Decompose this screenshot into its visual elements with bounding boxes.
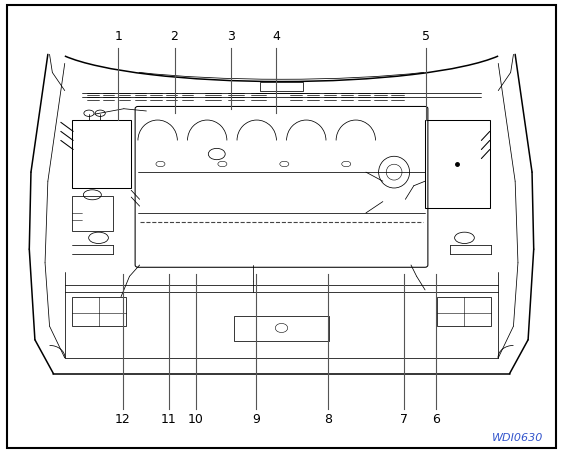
Text: 10: 10: [188, 413, 204, 425]
Bar: [425, 120, 490, 208]
Text: 3: 3: [227, 30, 235, 43]
Text: 8: 8: [324, 413, 332, 425]
Text: 9: 9: [252, 413, 260, 425]
Bar: [234, 316, 329, 341]
Text: 11: 11: [161, 413, 177, 425]
Text: 12: 12: [115, 413, 131, 425]
Text: 6: 6: [432, 413, 440, 425]
Text: WDI0630: WDI0630: [492, 433, 543, 443]
Text: 2: 2: [171, 30, 178, 43]
Text: 1: 1: [114, 30, 122, 43]
Bar: [72, 196, 113, 231]
Text: 7: 7: [400, 413, 408, 425]
Text: 5: 5: [422, 30, 430, 43]
Bar: [72, 297, 126, 326]
Text: 4: 4: [272, 30, 280, 43]
Bar: [437, 297, 491, 326]
Bar: [260, 82, 303, 91]
Bar: [72, 120, 131, 188]
